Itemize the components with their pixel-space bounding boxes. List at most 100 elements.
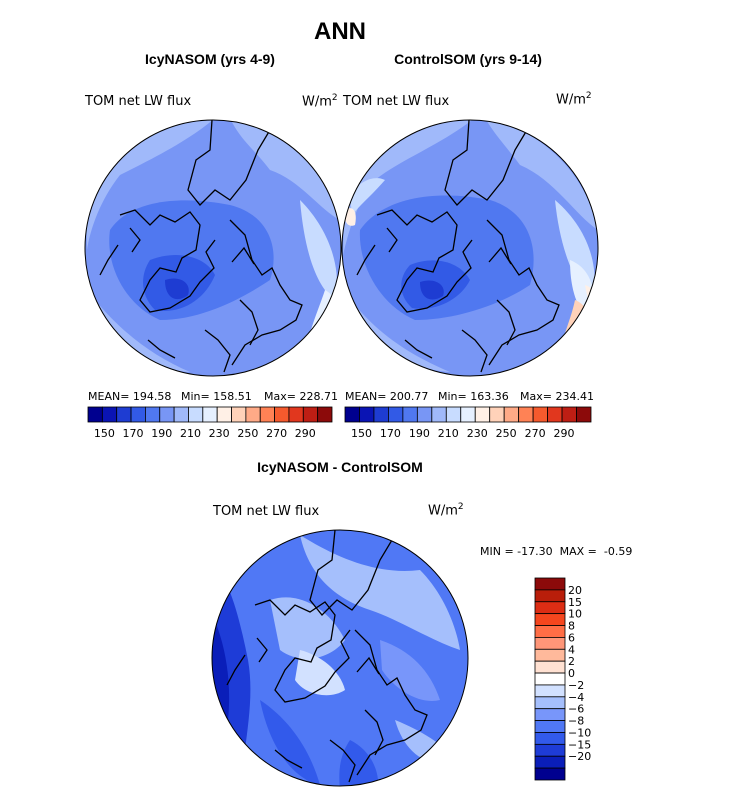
colorbar-control-swatch	[489, 406, 505, 423]
mean-label-control: MEAN= 200.77	[345, 390, 429, 403]
colorbar-control-tick-label: 250	[496, 427, 517, 440]
colorbar-control-swatch	[561, 406, 577, 423]
colorbar-control-swatch	[445, 406, 462, 423]
units-label-control: W/m2	[556, 91, 592, 108]
colorbar-icy-swatch	[188, 406, 204, 423]
colorbar-diff-swatch	[534, 755, 566, 769]
colorbar-control-swatch	[532, 406, 548, 423]
panel-title-icy: IcyNASOM (yrs 4-9)	[145, 51, 275, 67]
colorbar-control-swatch	[431, 406, 447, 423]
colorbar-icy-swatch	[116, 406, 132, 423]
variable-label-diff: TOM net LW flux	[213, 504, 320, 519]
colorbar-icy-tick-label: 190	[151, 427, 172, 440]
colorbar-icy-swatch	[259, 406, 275, 423]
colorbar-diff-swatch	[534, 696, 566, 710]
colorbar-diff-swatch	[534, 589, 566, 603]
colorbar-icy-swatch	[173, 406, 189, 423]
colorbar-diff-swatch	[534, 684, 566, 698]
colorbar-control-swatch	[460, 406, 476, 423]
colorbar-control-swatch	[344, 406, 360, 423]
polar-map-icy	[84, 119, 342, 377]
colorbar-control: 150 170 190 210 230 250 270 290	[344, 406, 592, 440]
panel-title-diff: IcyNASOM - ControlSOM	[257, 459, 423, 475]
colorbar-diff-tick-label: 2	[568, 655, 575, 668]
colorbar-control-tick-label: 210	[438, 427, 459, 440]
figure-title: ANN	[314, 18, 366, 45]
colorbar-diff-swatch	[534, 613, 566, 626]
colorbar-icy-tick-label: 170	[123, 427, 144, 440]
colorbar-icy-swatch	[231, 406, 247, 423]
colorbar-control-tick-label: 190	[409, 427, 430, 440]
colorbar-diff-tick-label: −15	[568, 738, 591, 751]
units-label-icy: W/m2	[302, 93, 338, 110]
colorbar-diff-tick-label: −2	[568, 679, 584, 692]
colorbar-diff-swatch	[534, 767, 566, 781]
colorbar-icy-swatch	[202, 406, 218, 423]
polar-map-control	[341, 119, 599, 377]
colorbar-diff-tick-label: −6	[568, 703, 584, 716]
colorbar-diff-tick-label: 20	[568, 584, 582, 597]
colorbar-control-swatch	[518, 406, 534, 423]
colorbar-icy-swatch	[274, 406, 290, 423]
colorbar-control-swatch	[373, 406, 389, 423]
panel-title-control: ControlSOM (yrs 9-14)	[394, 51, 542, 67]
colorbar-diff-swatch	[534, 660, 566, 674]
colorbar-diff-tick-label: 10	[568, 608, 582, 621]
colorbar-diff-tick-label: −20	[568, 750, 591, 763]
minmax-label-diff: MIN = -17.30 MAX = -0.59	[480, 545, 633, 558]
colorbar-control-tick-label: 170	[380, 427, 401, 440]
coastlines-icy	[99, 120, 303, 373]
coastlines-control	[356, 120, 560, 373]
colorbar-diff-swatch	[534, 708, 566, 721]
colorbar-icy-swatch	[145, 406, 161, 423]
min-label-icy: Min= 158.51	[181, 390, 252, 403]
colorbar-icy-swatch	[159, 406, 175, 423]
colorbar-icy-swatch	[302, 406, 319, 423]
colorbar-diff-swatch	[534, 601, 566, 615]
colorbar-control-swatch	[576, 406, 592, 423]
colorbar-diff-tick-label: 4	[568, 643, 575, 656]
colorbar-control-tick-label: 270	[525, 427, 546, 440]
mean-label-icy: MEAN= 194.58	[88, 390, 172, 403]
colorbar-control-tick-label: 150	[351, 427, 372, 440]
colorbar-diff-tick-label: −4	[568, 691, 584, 704]
colorbar-icy-tick-label: 250	[237, 427, 258, 440]
colorbar-diff-swatch	[534, 637, 566, 650]
colorbar-icy: 150 170 190 210 230 250 270 290	[87, 406, 333, 440]
colorbar-icy-tick-label: 230	[209, 427, 230, 440]
colorbar-control-swatch	[359, 406, 375, 423]
colorbar-diff-tick-label: 6	[568, 631, 575, 644]
colorbar-icy-tick-label: 210	[180, 427, 201, 440]
colorbar-control-swatch	[416, 406, 433, 423]
colorbar-icy-swatch	[87, 406, 103, 423]
coastlines-diff	[226, 530, 428, 783]
colorbar-diff-swatch	[534, 648, 566, 662]
colorbar-icy-swatch	[288, 406, 304, 423]
max-label-icy: Max= 228.71	[264, 390, 338, 403]
colorbar-control-tick-label: 290	[554, 427, 575, 440]
colorbar-diff-swatch	[534, 743, 566, 757]
colorbar-diff-swatch	[534, 672, 566, 686]
colorbar-diff-tick-label: 15	[568, 596, 582, 609]
colorbar-icy-swatch	[130, 406, 146, 423]
polar-map-diff	[211, 529, 469, 787]
colorbar-icy-swatch	[216, 406, 232, 423]
colorbar-control-swatch	[388, 406, 404, 423]
colorbar-icy-tick-label: 290	[295, 427, 316, 440]
colorbar-diff-tick-label: 0	[568, 667, 575, 680]
colorbar-diff-tick-label: −10	[568, 726, 591, 739]
colorbar-diff-swatch	[534, 577, 566, 591]
colorbar-control-swatch	[402, 406, 418, 423]
colorbar-icy-swatch	[317, 406, 333, 423]
colorbar-diff-tick-label: −8	[568, 715, 584, 728]
colorbar-icy-tick-label: 270	[266, 427, 287, 440]
variable-label-icy: TOM net LW flux	[85, 94, 192, 109]
colorbar-icy-swatch	[101, 406, 118, 423]
colorbar-icy-tick-label: 150	[94, 427, 115, 440]
colorbar-control-swatch	[503, 406, 520, 423]
colorbar-diff-swatch	[534, 732, 566, 745]
colorbar-diff-tick-label: 8	[568, 620, 575, 633]
max-label-control: Max= 234.41	[520, 390, 594, 403]
